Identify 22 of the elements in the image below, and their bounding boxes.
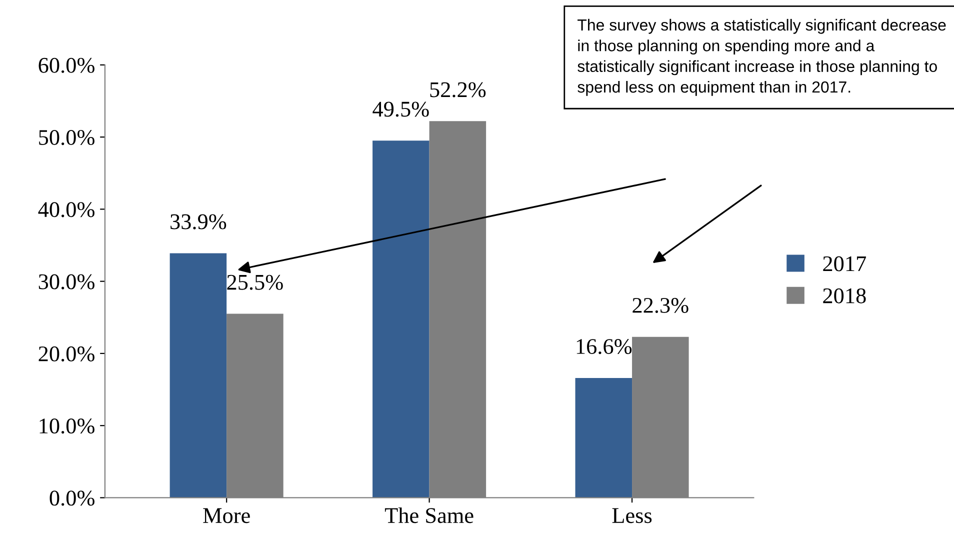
y-tick-label: 50.0% bbox=[39, 130, 94, 146]
bar bbox=[372, 140, 430, 498]
data-label: 16.6% bbox=[576, 339, 632, 354]
data-label: 22.3% bbox=[632, 298, 688, 313]
data-label: 33.9% bbox=[170, 214, 226, 230]
x-tick-label: Less bbox=[612, 508, 652, 524]
data-label: 52.2% bbox=[430, 82, 486, 98]
data-label: 49.5% bbox=[372, 102, 429, 117]
y-tick-label: 60.0% bbox=[38, 58, 94, 73]
x-tick-label: The Same bbox=[384, 507, 474, 524]
y-tick-label: 20.0% bbox=[38, 346, 94, 362]
legend-label: 2018 bbox=[823, 288, 866, 304]
y-tick-label: 30.0% bbox=[38, 274, 94, 290]
x-tick-label: More bbox=[203, 508, 250, 524]
bar bbox=[575, 378, 632, 498]
bar bbox=[170, 253, 227, 498]
y-tick-label: 0.0% bbox=[50, 490, 94, 506]
y-tick-label: 10.0% bbox=[40, 418, 94, 434]
annotation: The survey shows a statistically significant decrease in those planning on spending more and a statistically significant increase in those planning to spend less on equipment than in 2017. bbox=[578, 18, 946, 96]
legend-label: 2017 bbox=[823, 256, 866, 272]
y-tick-label: 40.0% bbox=[38, 202, 94, 218]
data-label: 25.5% bbox=[227, 274, 283, 290]
